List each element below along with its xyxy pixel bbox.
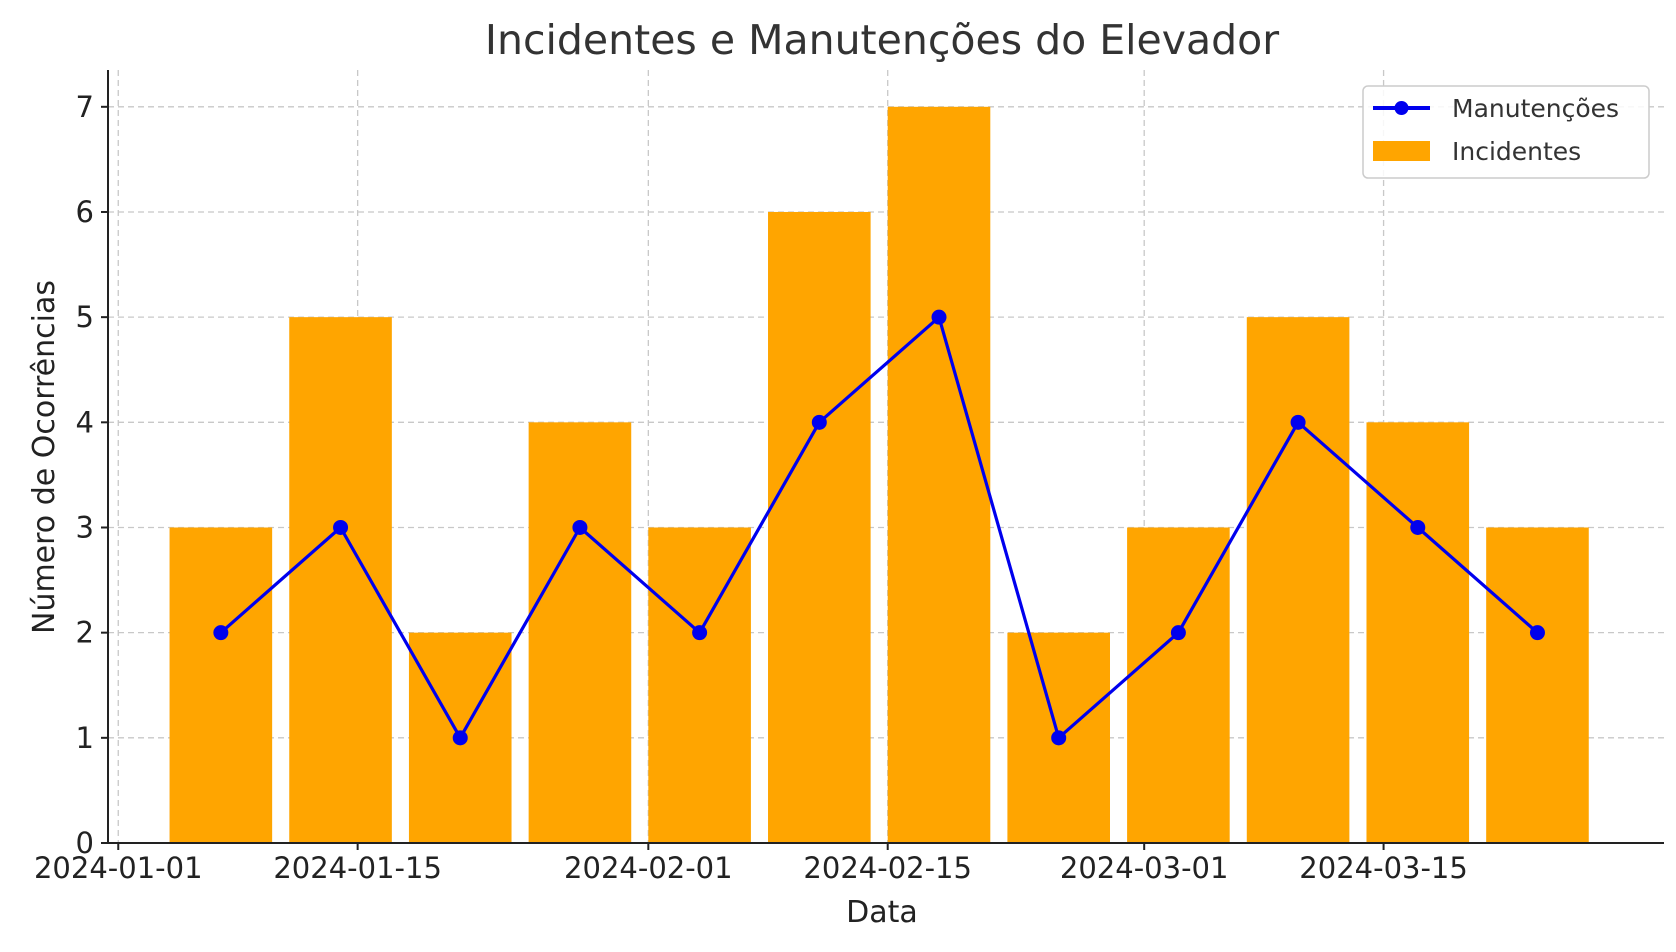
y-tick-label: 5 xyxy=(76,300,94,334)
point-manutencoes xyxy=(452,730,468,746)
bar-incidentes xyxy=(1127,527,1230,843)
x-tick-label: 2024-02-01 xyxy=(564,851,733,885)
y-tick-label: 0 xyxy=(76,826,94,860)
x-tick-label: 2024-02-15 xyxy=(803,851,972,885)
bar-incidentes xyxy=(289,317,392,843)
x-axis-label: Data xyxy=(846,895,918,930)
bar-incidentes xyxy=(169,527,273,843)
point-manutencoes xyxy=(213,625,229,641)
x-tick-label: 2024-03-15 xyxy=(1299,851,1468,885)
point-manutencoes xyxy=(1529,625,1545,641)
legend-label-manutencoes: Manutenções xyxy=(1452,94,1619,123)
bar-incidentes xyxy=(648,527,751,843)
bar-layer xyxy=(169,106,1589,844)
point-manutencoes xyxy=(1290,414,1306,430)
point-manutencoes xyxy=(333,519,349,535)
chart-title: Incidentes e Manutenções do Elevador xyxy=(485,16,1279,64)
bar-incidentes xyxy=(887,106,991,844)
bar-incidentes xyxy=(1246,317,1350,843)
point-manutencoes xyxy=(1170,625,1186,641)
point-manutencoes xyxy=(572,519,588,535)
legend-marker-swatch xyxy=(1394,101,1409,115)
bar-incidentes xyxy=(768,211,871,843)
axis-layer: 0 1 2 3 4 5 6 7 2024-01-01 2024-01-15 2024-02-01 20… xyxy=(34,70,1664,885)
bar-incidentes xyxy=(528,422,632,843)
legend-box xyxy=(1362,85,1650,179)
point-manutencoes xyxy=(1410,519,1426,535)
y-tick-label: 6 xyxy=(76,195,94,229)
y-tick-label: 7 xyxy=(76,90,94,124)
y-axis-label: Número de Ocorrências xyxy=(27,280,62,634)
point-manutencoes xyxy=(811,414,827,430)
legend: Manutenções Incidentes xyxy=(1362,85,1650,179)
x-tick-label: 2024-01-01 xyxy=(34,851,203,885)
legend-bar-swatch xyxy=(1373,141,1430,161)
bar-incidentes xyxy=(1366,422,1470,843)
point-manutencoes xyxy=(1051,730,1067,746)
x-tick-label: 2024-01-15 xyxy=(273,851,442,885)
y-tick-label: 1 xyxy=(76,721,94,755)
point-manutencoes xyxy=(692,625,708,641)
line-manutencoes xyxy=(219,315,1539,740)
point-manutencoes xyxy=(931,309,947,325)
legend-label-incidentes: Incidentes xyxy=(1452,137,1581,166)
y-tick-label: 2 xyxy=(76,616,94,650)
line-layer xyxy=(213,309,1545,746)
x-tick-label: 2024-03-01 xyxy=(1060,851,1229,885)
bar-incidentes xyxy=(1486,527,1589,843)
y-tick-label: 4 xyxy=(76,405,94,439)
y-tick-label: 3 xyxy=(76,510,94,544)
